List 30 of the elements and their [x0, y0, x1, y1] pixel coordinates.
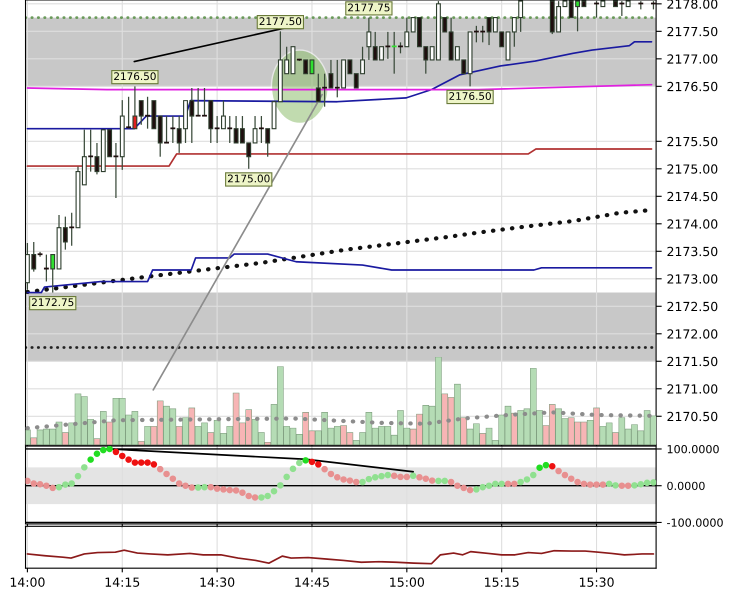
x-tick-label: 14:30 [200, 577, 234, 587]
y-tick-label: 2172.50 [667, 302, 718, 312]
y-tick-label: 2177.00 [667, 54, 718, 64]
annotation: 2176.50 [449, 92, 491, 100]
x-tick-label: 15:00 [390, 577, 424, 587]
annotation: 2176.50 [114, 72, 156, 80]
annotation: 2172.75 [32, 298, 74, 306]
x-tick-label: 14:00 [10, 577, 45, 587]
x-tick-label: 14:15 [106, 578, 140, 587]
y-tick-label: 2172.00 [667, 329, 718, 339]
y-tick-label: 2170.50 [667, 412, 718, 422]
y-tick-label: 2176.50 [667, 82, 718, 92]
x-tick-label: 15:30 [580, 577, 614, 587]
y-tick-label: 100.0000 [668, 444, 719, 454]
y-tick-label: 2174.00 [667, 219, 718, 229]
y-tick-label: 2175.50 [667, 136, 718, 146]
y-tick-label: 0.0000 [667, 482, 705, 490]
y-tick-label: 2173.00 [667, 274, 718, 284]
y-tick-label: -100.0000 [667, 518, 723, 527]
annotation: 2177.50 [260, 17, 302, 26]
x-tick-label: 15:15 [485, 578, 519, 587]
y-tick-label: 2175.00 [667, 164, 718, 174]
annotation: 2177.75 [348, 4, 390, 12]
y-tick-label: 2174.50 [667, 192, 718, 202]
y-tick-label: 2173.50 [667, 246, 718, 256]
y-tick-label: 2171.50 [667, 356, 718, 366]
y-tick-label: 2171.00 [667, 384, 718, 394]
annotation: 2175.00 [228, 174, 270, 182]
x-tick-label: 14:45 [295, 578, 329, 587]
y-tick-label: 2177.50 [667, 26, 718, 36]
